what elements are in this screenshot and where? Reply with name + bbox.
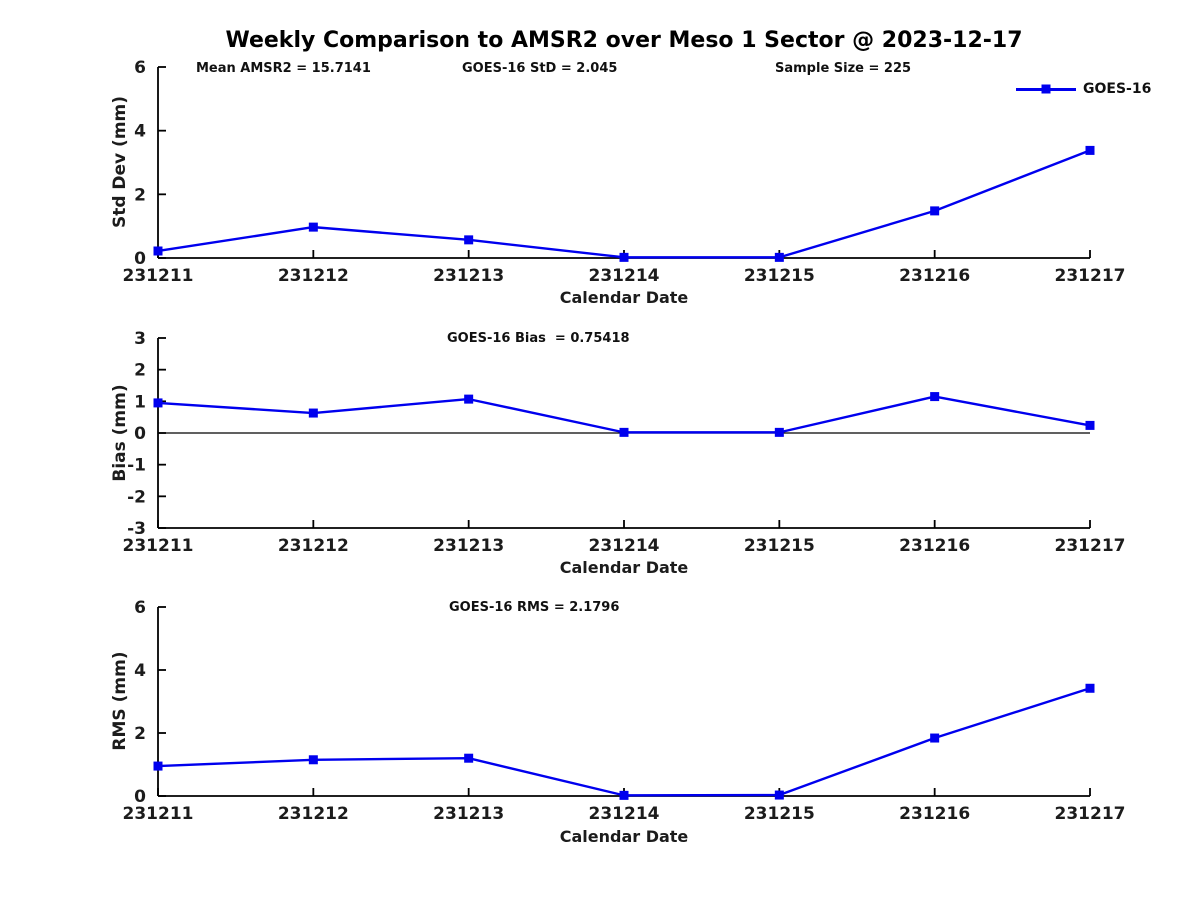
data-point-marker [1085,420,1095,430]
series-line-goes-16 [157,395,1091,434]
data-point-marker [153,761,163,771]
data-point-marker [464,235,474,245]
annotation-mean-amsr2: Mean AMSR2 = 15.7141 [196,61,371,76]
panel-bias-plot: -3 -2 -1 0 1 2 3 231211 231212 231213 231214 231215… [123,329,1126,556]
series-line-goes-16 [157,149,1091,259]
annotation-sample-size: Sample Size = 225 [775,61,912,76]
svg-text:-2: -2 [127,487,146,507]
data-point-marker [308,222,318,232]
svg-text:231217: 231217 [1055,536,1126,556]
ylabel-rms: RMS (mm) [110,651,130,751]
data-point-marker [774,252,784,262]
svg-text:231212: 231212 [278,804,349,824]
svg-text:-3: -3 [127,519,146,539]
legend-line-sample [1016,84,1076,94]
data-point-marker [619,427,629,437]
data-point-marker [153,398,163,408]
svg-text:231216: 231216 [899,804,970,824]
svg-text:6: 6 [134,598,146,618]
svg-text:231214: 231214 [589,266,660,286]
annotation-goes16-std: GOES-16 StD = 2.045 [462,61,618,76]
svg-text:2: 2 [134,361,146,381]
svg-text:231213: 231213 [433,804,504,824]
data-point-marker [930,206,940,216]
panel-std-dev-plot: 0 2 4 6 231211 231212 231213 231214 231215 231216… [123,58,1126,286]
data-point-marker [308,755,318,765]
svg-text:231211: 231211 [123,266,194,286]
svg-text:231211: 231211 [123,804,194,824]
svg-text:231217: 231217 [1055,804,1126,824]
svg-text:231217: 231217 [1055,266,1126,286]
data-point-marker [1085,683,1095,693]
data-point-marker [1085,145,1095,155]
svg-text:231215: 231215 [744,266,815,286]
data-point-marker [619,252,629,262]
annotation-goes16-rms: GOES-16 RMS = 2.1796 [449,600,620,615]
svg-text:-1: -1 [127,456,146,476]
legend: GOES-16 [1016,81,1151,97]
svg-text:231212: 231212 [278,536,349,556]
svg-text:231213: 231213 [433,266,504,286]
svg-text:1: 1 [134,392,146,412]
svg-text:0: 0 [134,787,146,807]
data-point-marker [153,246,163,256]
data-point-marker [930,733,940,743]
data-point-marker [774,427,784,437]
data-point-marker [308,408,318,418]
svg-text:6: 6 [134,58,146,78]
data-point-marker [774,790,784,800]
svg-text:3: 3 [134,329,146,349]
svg-text:2: 2 [134,724,146,744]
data-point-marker [930,392,940,402]
svg-text:231215: 231215 [744,804,815,824]
ylabel-std-dev: Std Dev (mm) [110,95,130,229]
series-line-goes-16 [157,687,1091,797]
data-point-marker [464,753,474,763]
svg-text:231211: 231211 [123,536,194,556]
svg-text:231215: 231215 [744,536,815,556]
svg-text:2: 2 [134,185,146,205]
legend-square-marker-icon [1041,84,1051,94]
svg-text:231214: 231214 [589,804,660,824]
ylabel-bias: Bias (mm) [110,384,130,482]
svg-text:4: 4 [134,122,146,142]
svg-text:4: 4 [134,661,146,681]
svg-text:0: 0 [134,424,146,444]
legend-label-goes16: GOES-16 [1083,81,1152,97]
chart-title: Weekly Comparison to AMSR2 over Meso 1 S… [225,28,1023,53]
xlabel-panel3: Calendar Date [559,827,689,846]
svg-text:0: 0 [134,249,146,269]
svg-text:231214: 231214 [589,536,660,556]
annotation-goes16-bias: GOES-16 Bias = 0.75418 [447,331,630,346]
svg-text:231216: 231216 [899,266,970,286]
panel-rms-plot: 0 2 4 6 231211 231212 231213 231214 231215 231216… [123,598,1126,824]
svg-text:231216: 231216 [899,536,970,556]
xlabel-panel2: Calendar Date [559,558,689,577]
xlabel-panel1: Calendar Date [559,288,689,307]
svg-text:231213: 231213 [433,536,504,556]
data-point-marker [619,790,629,800]
data-point-marker [464,394,474,404]
svg-text:231212: 231212 [278,266,349,286]
